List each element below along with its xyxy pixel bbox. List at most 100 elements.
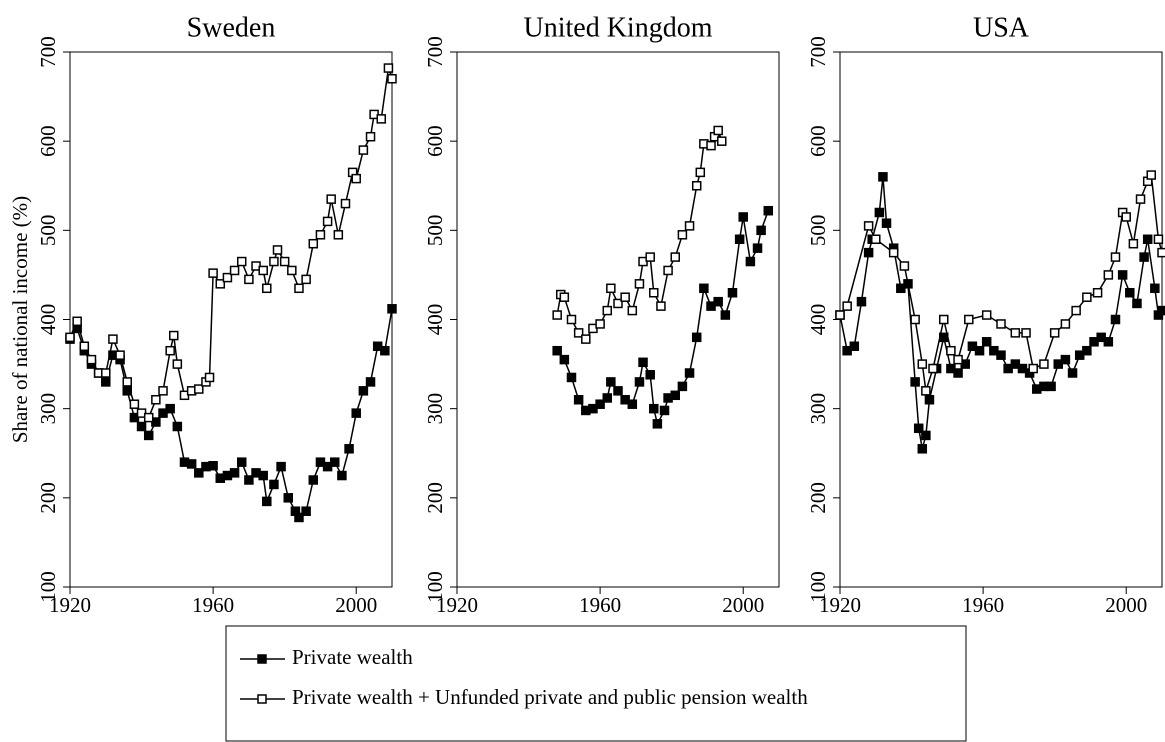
- plot-frame: [69, 51, 393, 588]
- marker: [1067, 368, 1078, 378]
- marker: [172, 359, 183, 369]
- marker: [279, 256, 290, 267]
- marker: [1028, 363, 1038, 374]
- marker: [871, 234, 881, 244]
- y-tick-label: 500: [806, 215, 830, 247]
- marker: [734, 234, 745, 244]
- marker: [86, 354, 97, 365]
- y-tick-label: 100: [423, 571, 447, 603]
- marker: [606, 283, 616, 294]
- marker: [387, 74, 397, 84]
- marker: [165, 345, 175, 356]
- legend-label: Private wealth: [292, 645, 413, 669]
- marker: [322, 216, 333, 227]
- marker: [101, 368, 111, 378]
- marker: [1128, 238, 1139, 249]
- marker: [387, 304, 397, 314]
- marker: [1092, 288, 1103, 298]
- y-tick-label: 500: [423, 215, 447, 247]
- legend-box: [225, 625, 967, 742]
- marker: [287, 265, 297, 276]
- marker: [194, 468, 204, 478]
- marker: [663, 265, 673, 276]
- marker: [964, 314, 974, 325]
- marker: [856, 296, 867, 307]
- marker: [358, 386, 369, 396]
- marker: [276, 461, 286, 472]
- series-line: [556, 128, 723, 341]
- marker: [924, 395, 935, 405]
- y-tick-label: 400: [36, 304, 60, 336]
- marker: [236, 457, 247, 467]
- marker: [301, 506, 311, 516]
- marker: [376, 114, 387, 124]
- marker: [365, 377, 376, 387]
- marker: [684, 368, 695, 378]
- marker: [383, 63, 394, 73]
- panel-title: USA: [973, 12, 1030, 43]
- marker: [974, 345, 985, 356]
- marker: [340, 198, 351, 209]
- marker: [921, 386, 931, 396]
- marker: [1125, 288, 1135, 298]
- marker: [108, 334, 118, 344]
- marker: [143, 412, 154, 423]
- marker: [606, 377, 616, 387]
- marker: [573, 328, 584, 338]
- marker: [684, 221, 695, 231]
- marker: [326, 194, 336, 204]
- marker: [244, 475, 254, 485]
- marker: [115, 350, 125, 360]
- marker: [613, 386, 623, 396]
- marker: [602, 393, 613, 403]
- marker: [1110, 314, 1121, 325]
- y-tick-label: 300: [423, 393, 447, 425]
- y-tick-label: 700: [423, 36, 447, 68]
- marker: [874, 207, 885, 218]
- marker: [727, 288, 738, 298]
- marker: [559, 354, 570, 365]
- marker: [258, 470, 268, 481]
- marker: [581, 334, 591, 344]
- x-tick-label: 2000: [335, 593, 377, 617]
- y-tick-label: 300: [36, 393, 60, 425]
- marker: [244, 274, 254, 285]
- marker: [143, 430, 154, 441]
- marker: [899, 261, 910, 271]
- marker: [122, 386, 132, 396]
- marker: [258, 265, 268, 276]
- marker: [301, 274, 311, 285]
- marker: [1060, 354, 1071, 365]
- marker: [1082, 292, 1092, 302]
- panel-title: United Kingdom: [524, 12, 713, 43]
- marker: [745, 256, 756, 267]
- marker: [695, 167, 706, 178]
- marker: [573, 395, 584, 405]
- marker: [101, 377, 111, 387]
- marker: [638, 357, 648, 368]
- marker: [627, 399, 638, 409]
- marker: [1135, 194, 1146, 204]
- marker: [595, 319, 605, 329]
- marker: [620, 292, 630, 302]
- marker: [1071, 305, 1081, 316]
- y-tick-label: 400: [806, 304, 830, 336]
- marker: [863, 247, 874, 258]
- marker: [917, 444, 928, 454]
- marker: [158, 386, 168, 396]
- y-tick-label: 100: [36, 571, 60, 603]
- marker: [65, 332, 75, 343]
- marker: [1132, 298, 1142, 309]
- marker: [262, 283, 272, 294]
- marker: [720, 310, 731, 320]
- marker: [1046, 381, 1056, 392]
- marker: [921, 430, 931, 441]
- marker: [677, 230, 688, 240]
- marker: [1110, 252, 1121, 262]
- marker: [752, 243, 763, 253]
- marker: [566, 372, 577, 383]
- marker: [913, 423, 924, 434]
- marker: [229, 265, 240, 276]
- y-tick-label: 600: [423, 125, 447, 157]
- marker: [172, 421, 183, 432]
